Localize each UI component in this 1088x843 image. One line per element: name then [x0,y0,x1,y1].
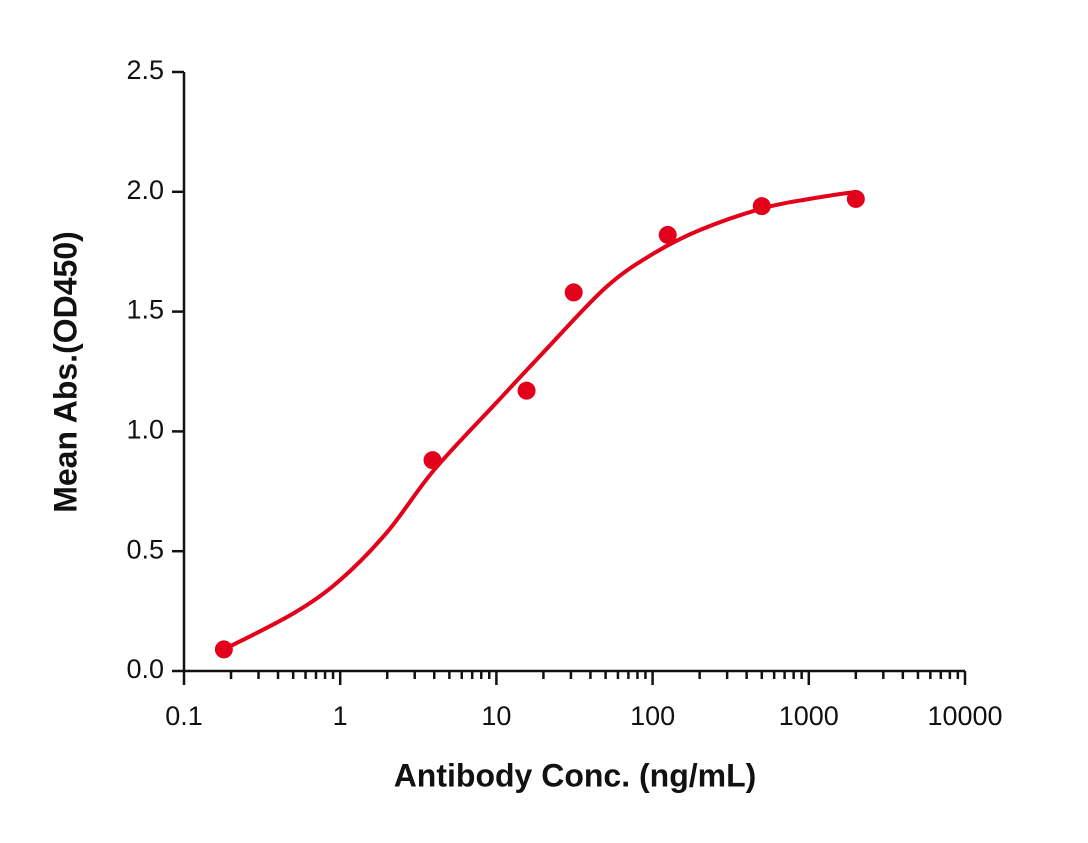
y-tick-label: 1.5 [126,295,164,325]
y-tick-label: 0.5 [126,534,164,564]
x-tick-label: 1 [333,701,348,731]
data-point [517,381,536,400]
x-axis-label: Antibody Conc. (ng/mL) [394,757,757,793]
data-point [564,283,583,302]
x-tick-label: 10000 [927,701,1002,731]
x-tick-label: 10 [481,701,511,731]
x-tick-label: 1000 [779,701,839,731]
y-tick-label: 0.0 [126,654,164,684]
x-tick-label: 0.1 [165,701,203,731]
x-tick-label: 100 [630,701,675,731]
data-point [214,640,233,659]
data-point [658,225,677,244]
y-tick-label: 2.0 [126,175,164,205]
data-point [846,189,865,208]
y-tick-label: 2.5 [126,55,164,85]
y-axis-label: Mean Abs.(OD450) [47,231,83,513]
fit-curve [222,189,857,652]
data-point [423,451,442,470]
data-point [752,197,771,216]
y-tick-label: 1.0 [126,415,164,445]
